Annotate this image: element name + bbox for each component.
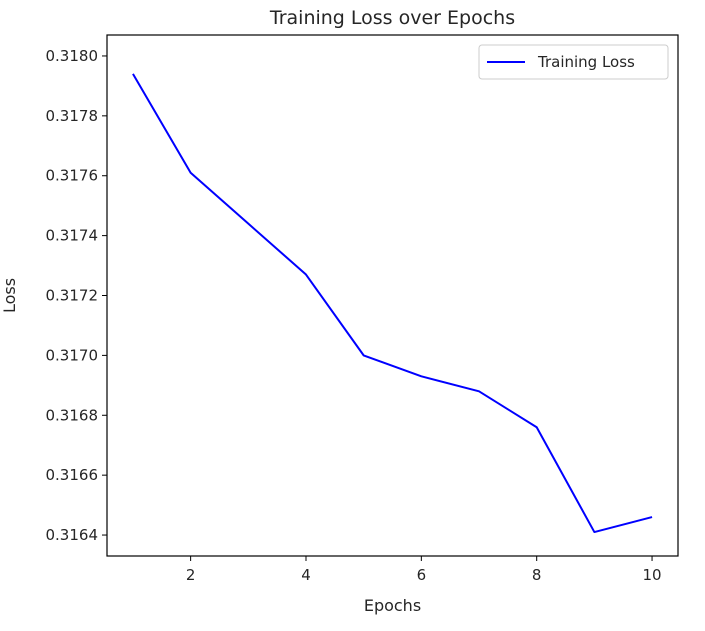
x-tick-label: 2 [186, 566, 196, 584]
y-axis-label: Loss [0, 278, 19, 313]
y-tick-label: 0.3172 [46, 287, 99, 305]
x-tick-label: 6 [417, 566, 427, 584]
y-tick-label: 0.3170 [46, 346, 99, 364]
plot-area-frame [106, 34, 679, 557]
legend: Training Loss [478, 44, 669, 80]
y-tick-label: 0.3176 [46, 167, 99, 185]
legend-label-training-loss: Training Loss [537, 53, 635, 71]
x-axis-label: Epochs [364, 596, 421, 615]
legend-box [478, 44, 669, 80]
x-tick-label: 10 [642, 566, 661, 584]
y-tick-label: 0.3178 [46, 107, 99, 125]
y-tick-label: 0.3166 [46, 466, 99, 484]
y-tick-label: 0.3168 [46, 406, 99, 424]
x-tick-label: 4 [301, 566, 311, 584]
y-tick-label: 0.3180 [46, 47, 99, 65]
y-tick-label: 0.3174 [46, 227, 99, 245]
series-line-training-loss [132, 73, 653, 534]
x-tick-label: 8 [532, 566, 542, 584]
x-axis-ticks: 2 4 6 8 10 [186, 556, 662, 584]
chart-title: Training Loss over Epochs [269, 7, 515, 29]
series-layer [132, 73, 653, 534]
y-axis-ticks: 0.3164 0.3166 0.3168 0.3170 0.3172 0.3174 0.31… [46, 47, 107, 544]
y-tick-label: 0.3164 [46, 526, 99, 544]
